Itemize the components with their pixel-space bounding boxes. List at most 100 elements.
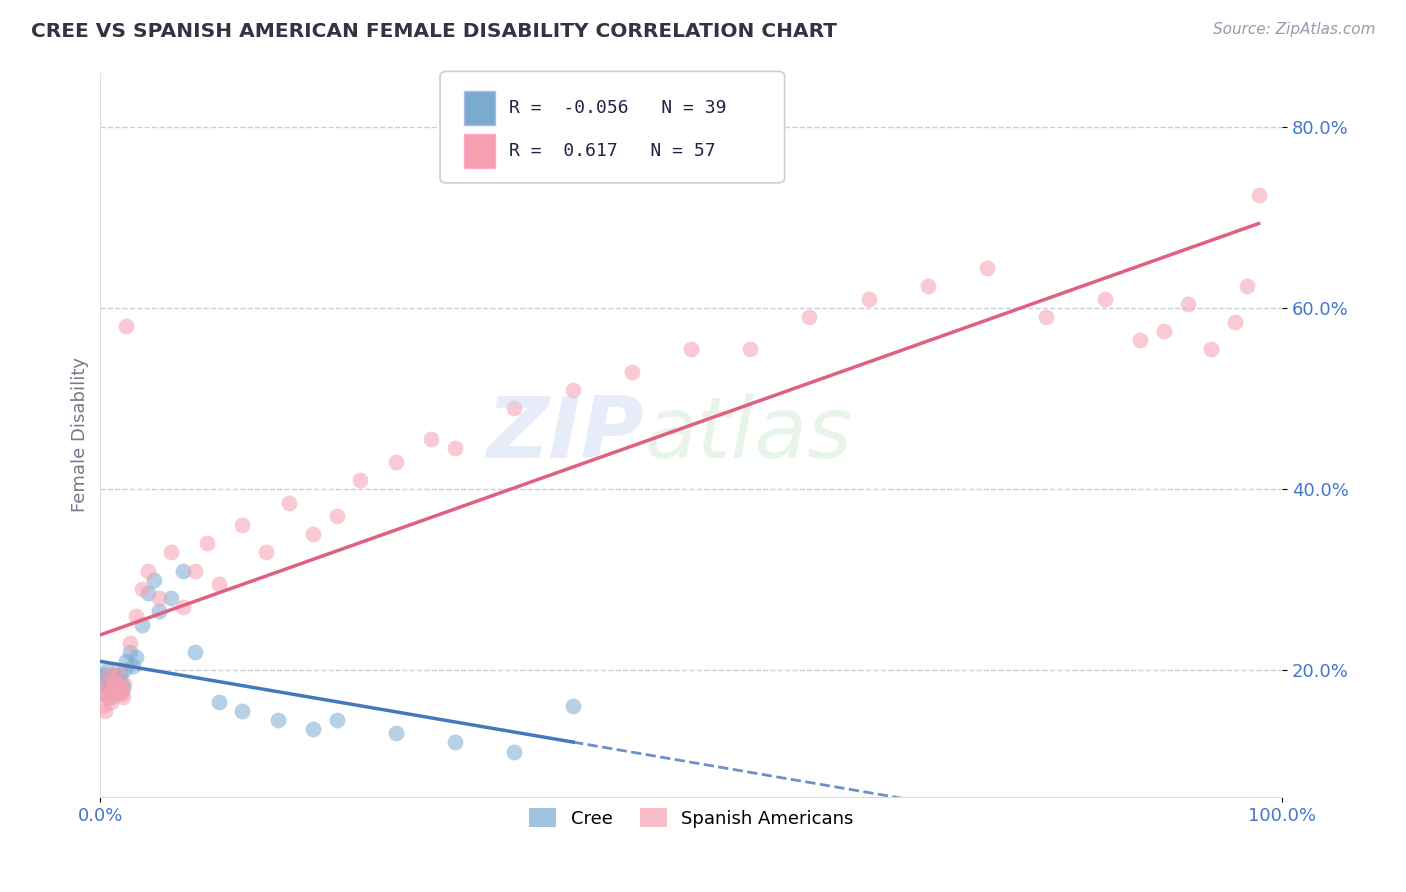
Point [118,636,141,650]
Point [562,699,585,714]
Point [96,690,118,705]
Point [136,564,159,578]
Point [142,573,165,587]
Text: ZIP: ZIP [486,393,644,476]
Point [110,667,132,681]
Point [444,442,467,456]
Point [681,342,703,356]
Point [98,676,121,690]
Point [94,686,117,700]
Point [111,676,134,690]
Point [131,582,153,596]
Point [740,342,762,356]
Point [125,608,148,623]
Point [1035,310,1057,325]
Point [122,658,145,673]
Point [148,604,170,618]
Point [1177,296,1199,310]
Point [111,690,134,705]
Point [231,518,253,533]
Point [108,676,131,690]
Point [101,672,124,686]
Text: R =  -0.056   N = 39: R = -0.056 N = 39 [509,99,727,117]
Point [1201,342,1223,356]
Point [349,473,371,487]
Point [503,745,526,759]
Point [799,310,821,325]
Point [96,672,118,686]
Point [91,699,114,714]
Point [103,676,125,690]
Point [562,383,585,397]
Text: R =  0.617   N = 57: R = 0.617 N = 57 [509,142,716,160]
Point [1129,333,1152,347]
Point [97,681,120,696]
Point [325,509,347,524]
Point [110,686,132,700]
Point [100,690,122,705]
Point [444,735,467,749]
Point [118,645,141,659]
Point [302,527,325,541]
Point [231,704,253,718]
Point [160,591,183,605]
Point [103,667,125,681]
Point [172,564,194,578]
Point [98,686,121,700]
Text: Source: ZipAtlas.com: Source: ZipAtlas.com [1212,22,1375,37]
Point [101,681,124,696]
Point [104,681,127,696]
Point [91,667,114,681]
Point [420,433,443,447]
Point [254,545,277,559]
Point [104,686,127,700]
Text: atlas: atlas [644,393,852,476]
Point [1094,292,1116,306]
Point [172,599,194,614]
Point [115,654,138,668]
Point [184,564,207,578]
Point [103,676,125,690]
Point [184,645,207,659]
Point [1247,188,1270,202]
Point [97,667,120,681]
Point [148,591,170,605]
Point [112,663,135,677]
Point [103,672,125,686]
Point [111,681,134,696]
Point [105,686,128,700]
Point [207,577,229,591]
Point [917,278,939,293]
Point [1153,324,1175,338]
Point [107,663,129,677]
Point [503,401,526,415]
Point [105,681,128,696]
Point [621,365,644,379]
Point [94,704,117,718]
Point [93,686,115,700]
Point [108,676,131,690]
Point [111,686,134,700]
Point [976,260,998,275]
Point [136,586,159,600]
Point [1223,315,1246,329]
Point [385,726,408,740]
Point [115,319,138,334]
Point [96,676,118,690]
Point [125,649,148,664]
Point [325,713,347,727]
Point [302,722,325,736]
Point [195,536,218,550]
Point [107,672,129,686]
Point [385,455,408,469]
Point [93,676,115,690]
Point [100,695,122,709]
Point [207,695,229,709]
Point [858,292,880,306]
Point [131,618,153,632]
Point [112,676,135,690]
Point [96,663,118,677]
Legend: Cree, Spanish Americans: Cree, Spanish Americans [522,801,860,835]
Point [266,713,288,727]
Point [160,545,183,559]
